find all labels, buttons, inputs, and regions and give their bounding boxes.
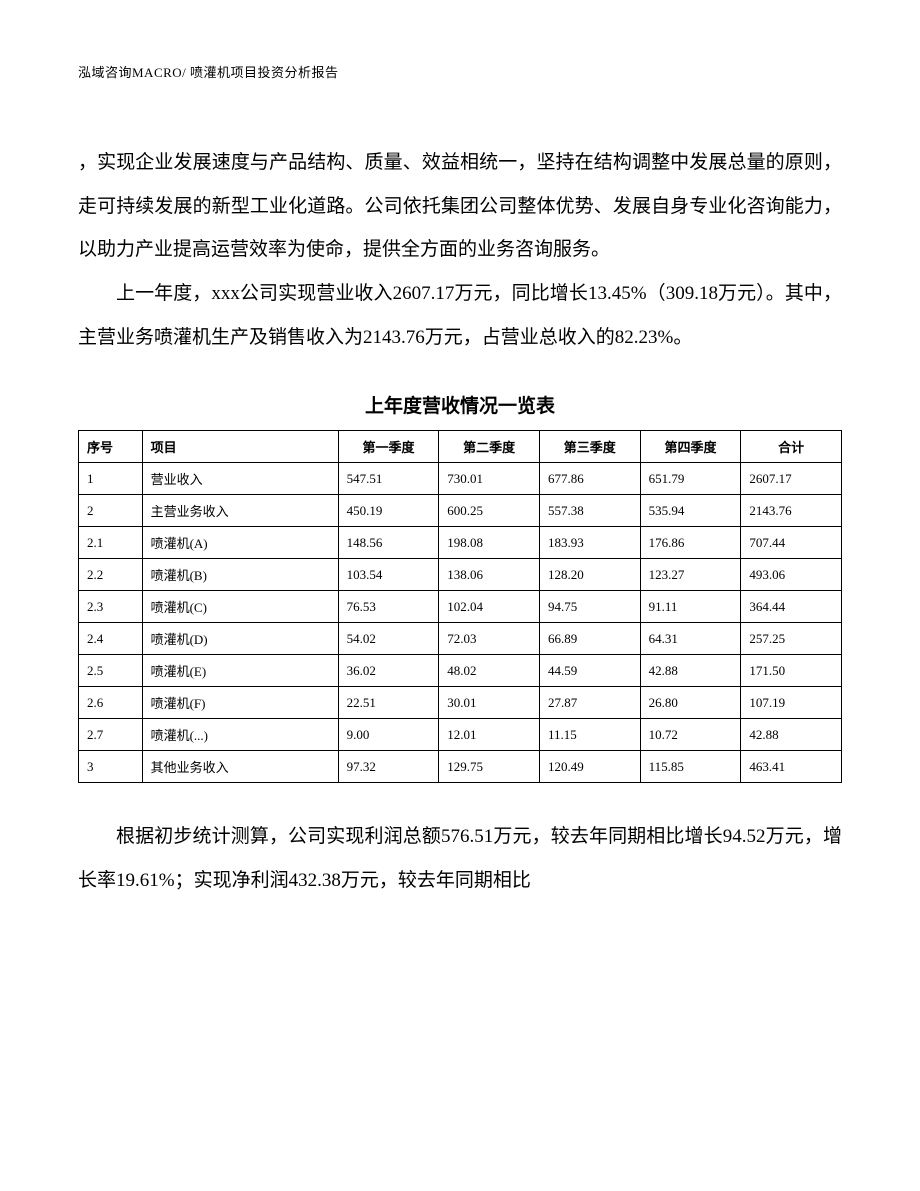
cell-q3: 677.86 [539,463,640,495]
table-row: 2 主营业务收入 450.19 600.25 557.38 535.94 214… [79,495,842,527]
cell-q2: 198.08 [439,527,540,559]
cell-total: 493.06 [741,559,842,591]
cell-q3: 11.15 [539,719,640,751]
cell-item: 其他业务收入 [142,751,338,783]
cell-item: 喷灌机(A) [142,527,338,559]
cell-q4: 26.80 [640,687,741,719]
col-header-q4: 第四季度 [640,431,741,463]
cell-q4: 535.94 [640,495,741,527]
cell-seq: 3 [79,751,143,783]
cell-item: 营业收入 [142,463,338,495]
cell-seq: 2.1 [79,527,143,559]
cell-q4: 42.88 [640,655,741,687]
cell-total: 2143.76 [741,495,842,527]
cell-q2: 30.01 [439,687,540,719]
cell-total: 2607.17 [741,463,842,495]
body-content: ，实现企业发展速度与产品结构、质量、效益相统一，坚持在结构调整中发展总量的原则，… [78,141,842,359]
cell-q3: 120.49 [539,751,640,783]
cell-item: 喷灌机(E) [142,655,338,687]
table-header-row: 序号 项目 第一季度 第二季度 第三季度 第四季度 合计 [79,431,842,463]
cell-q3: 66.89 [539,623,640,655]
page-header: 泓域咨询MACRO/ 喷灌机项目投资分析报告 [78,62,842,81]
cell-seq: 2.3 [79,591,143,623]
cell-seq: 2.7 [79,719,143,751]
cell-q1: 450.19 [338,495,439,527]
cell-total: 463.41 [741,751,842,783]
cell-q2: 12.01 [439,719,540,751]
cell-q4: 123.27 [640,559,741,591]
table-row: 2.3 喷灌机(C) 76.53 102.04 94.75 91.11 364.… [79,591,842,623]
cell-total: 171.50 [741,655,842,687]
col-header-q2: 第二季度 [439,431,540,463]
cell-item: 喷灌机(...) [142,719,338,751]
cell-q1: 36.02 [338,655,439,687]
table-row: 1 营业收入 547.51 730.01 677.86 651.79 2607.… [79,463,842,495]
table-row: 2.2 喷灌机(B) 103.54 138.06 128.20 123.27 4… [79,559,842,591]
paragraph-2: 上一年度，xxx公司实现营业收入2607.17万元，同比增长13.45%（309… [78,272,842,359]
cell-q1: 547.51 [338,463,439,495]
cell-q1: 22.51 [338,687,439,719]
table-row: 2.6 喷灌机(F) 22.51 30.01 27.87 26.80 107.1… [79,687,842,719]
cell-q1: 76.53 [338,591,439,623]
cell-q1: 148.56 [338,527,439,559]
cell-q2: 600.25 [439,495,540,527]
cell-total: 707.44 [741,527,842,559]
cell-q4: 91.11 [640,591,741,623]
col-header-total: 合计 [741,431,842,463]
table-body: 1 营业收入 547.51 730.01 677.86 651.79 2607.… [79,463,842,783]
cell-q2: 138.06 [439,559,540,591]
cell-seq: 2 [79,495,143,527]
cell-seq: 2.6 [79,687,143,719]
cell-q3: 94.75 [539,591,640,623]
cell-total: 257.25 [741,623,842,655]
cell-q3: 183.93 [539,527,640,559]
cell-item: 喷灌机(D) [142,623,338,655]
cell-q4: 10.72 [640,719,741,751]
cell-total: 42.88 [741,719,842,751]
cell-seq: 2.5 [79,655,143,687]
cell-seq: 2.4 [79,623,143,655]
cell-item: 喷灌机(C) [142,591,338,623]
cell-total: 107.19 [741,687,842,719]
cell-item: 喷灌机(F) [142,687,338,719]
revenue-table: 序号 项目 第一季度 第二季度 第三季度 第四季度 合计 1 营业收入 547.… [78,430,842,783]
table-row: 2.4 喷灌机(D) 54.02 72.03 66.89 64.31 257.2… [79,623,842,655]
cell-q4: 64.31 [640,623,741,655]
col-header-seq: 序号 [79,431,143,463]
paragraph-3: 根据初步统计测算，公司实现利润总额576.51万元，较去年同期相比增长94.52… [78,815,842,902]
cell-seq: 2.2 [79,559,143,591]
cell-q2: 730.01 [439,463,540,495]
table-row: 2.5 喷灌机(E) 36.02 48.02 44.59 42.88 171.5… [79,655,842,687]
cell-q4: 651.79 [640,463,741,495]
cell-q4: 176.86 [640,527,741,559]
col-header-q3: 第三季度 [539,431,640,463]
cell-item: 喷灌机(B) [142,559,338,591]
cell-q1: 54.02 [338,623,439,655]
col-header-item: 项目 [142,431,338,463]
cell-q3: 27.87 [539,687,640,719]
cell-q3: 557.38 [539,495,640,527]
cell-q1: 9.00 [338,719,439,751]
cell-q3: 128.20 [539,559,640,591]
cell-q3: 44.59 [539,655,640,687]
cell-seq: 1 [79,463,143,495]
cell-q4: 115.85 [640,751,741,783]
paragraph-1: ，实现企业发展速度与产品结构、质量、效益相统一，坚持在结构调整中发展总量的原则，… [78,141,842,272]
cell-total: 364.44 [741,591,842,623]
body-content-after: 根据初步统计测算，公司实现利润总额576.51万元，较去年同期相比增长94.52… [78,815,842,902]
cell-q2: 48.02 [439,655,540,687]
cell-q2: 102.04 [439,591,540,623]
cell-q1: 97.32 [338,751,439,783]
table-title: 上年度营收情况一览表 [78,391,842,418]
table-row: 3 其他业务收入 97.32 129.75 120.49 115.85 463.… [79,751,842,783]
col-header-q1: 第一季度 [338,431,439,463]
cell-q2: 129.75 [439,751,540,783]
cell-item: 主营业务收入 [142,495,338,527]
cell-q1: 103.54 [338,559,439,591]
table-row: 2.1 喷灌机(A) 148.56 198.08 183.93 176.86 7… [79,527,842,559]
cell-q2: 72.03 [439,623,540,655]
table-row: 2.7 喷灌机(...) 9.00 12.01 11.15 10.72 42.8… [79,719,842,751]
